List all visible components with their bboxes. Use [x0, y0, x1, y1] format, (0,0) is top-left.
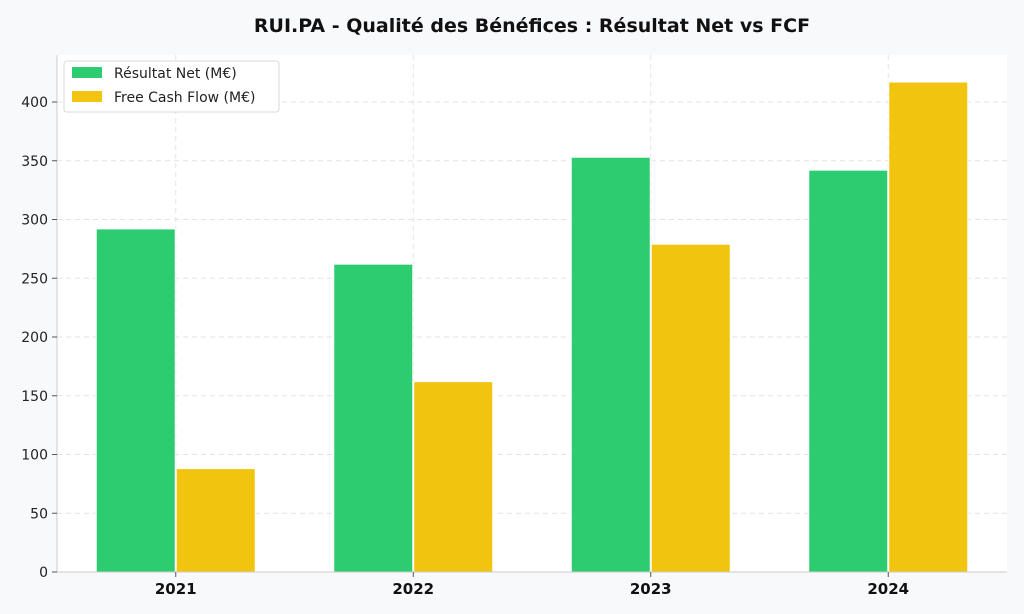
- legend-swatch-free-cash-flow: [72, 91, 102, 102]
- y-tick-label: 0: [39, 565, 48, 581]
- y-tick-label: 200: [21, 330, 48, 346]
- bar-resultat-net-2023: [570, 156, 651, 573]
- bar-resultat-net-2022: [333, 263, 414, 573]
- legend-box: [63, 60, 280, 113]
- y-tick-label: 400: [21, 95, 48, 111]
- x-tick-label: 2024: [867, 580, 909, 598]
- axes: [56, 55, 1007, 573]
- chart-title: RUI.PA - Qualité des Bénéfices : Résulta…: [254, 15, 810, 37]
- bars: [95, 81, 969, 573]
- legend-label-free-cash-flow: Free Cash Flow (M€): [114, 90, 255, 106]
- legend-swatch-resultat-net: [72, 67, 102, 78]
- y-tick-label: 250: [21, 271, 48, 287]
- bar-resultat-net-2024: [808, 169, 889, 573]
- x-tick-label: 2022: [392, 580, 434, 598]
- bar-free-cash-flow-2021: [175, 468, 256, 573]
- legend: Résultat Net (M€) Free Cash Flow (M€): [63, 60, 280, 113]
- y-tick-label: 150: [21, 389, 48, 405]
- y-tick-label: 350: [21, 154, 48, 170]
- x-ticks: 2021 2022 2023 2024: [155, 572, 909, 598]
- bar-free-cash-flow-2024: [888, 81, 969, 573]
- y-tick-label: 100: [21, 448, 48, 464]
- bar-free-cash-flow-2023: [650, 243, 731, 573]
- x-tick-label: 2023: [630, 580, 672, 598]
- y-tick-label: 300: [21, 213, 48, 229]
- bar-resultat-net-2021: [95, 228, 176, 573]
- bar-free-cash-flow-2022: [413, 381, 494, 573]
- y-tick-label: 50: [30, 506, 48, 522]
- legend-label-resultat-net: Résultat Net (M€): [114, 66, 237, 82]
- x-tick-label: 2021: [155, 580, 197, 598]
- y-ticks: 0 50 100 150 200 250 300 350 400: [21, 95, 57, 581]
